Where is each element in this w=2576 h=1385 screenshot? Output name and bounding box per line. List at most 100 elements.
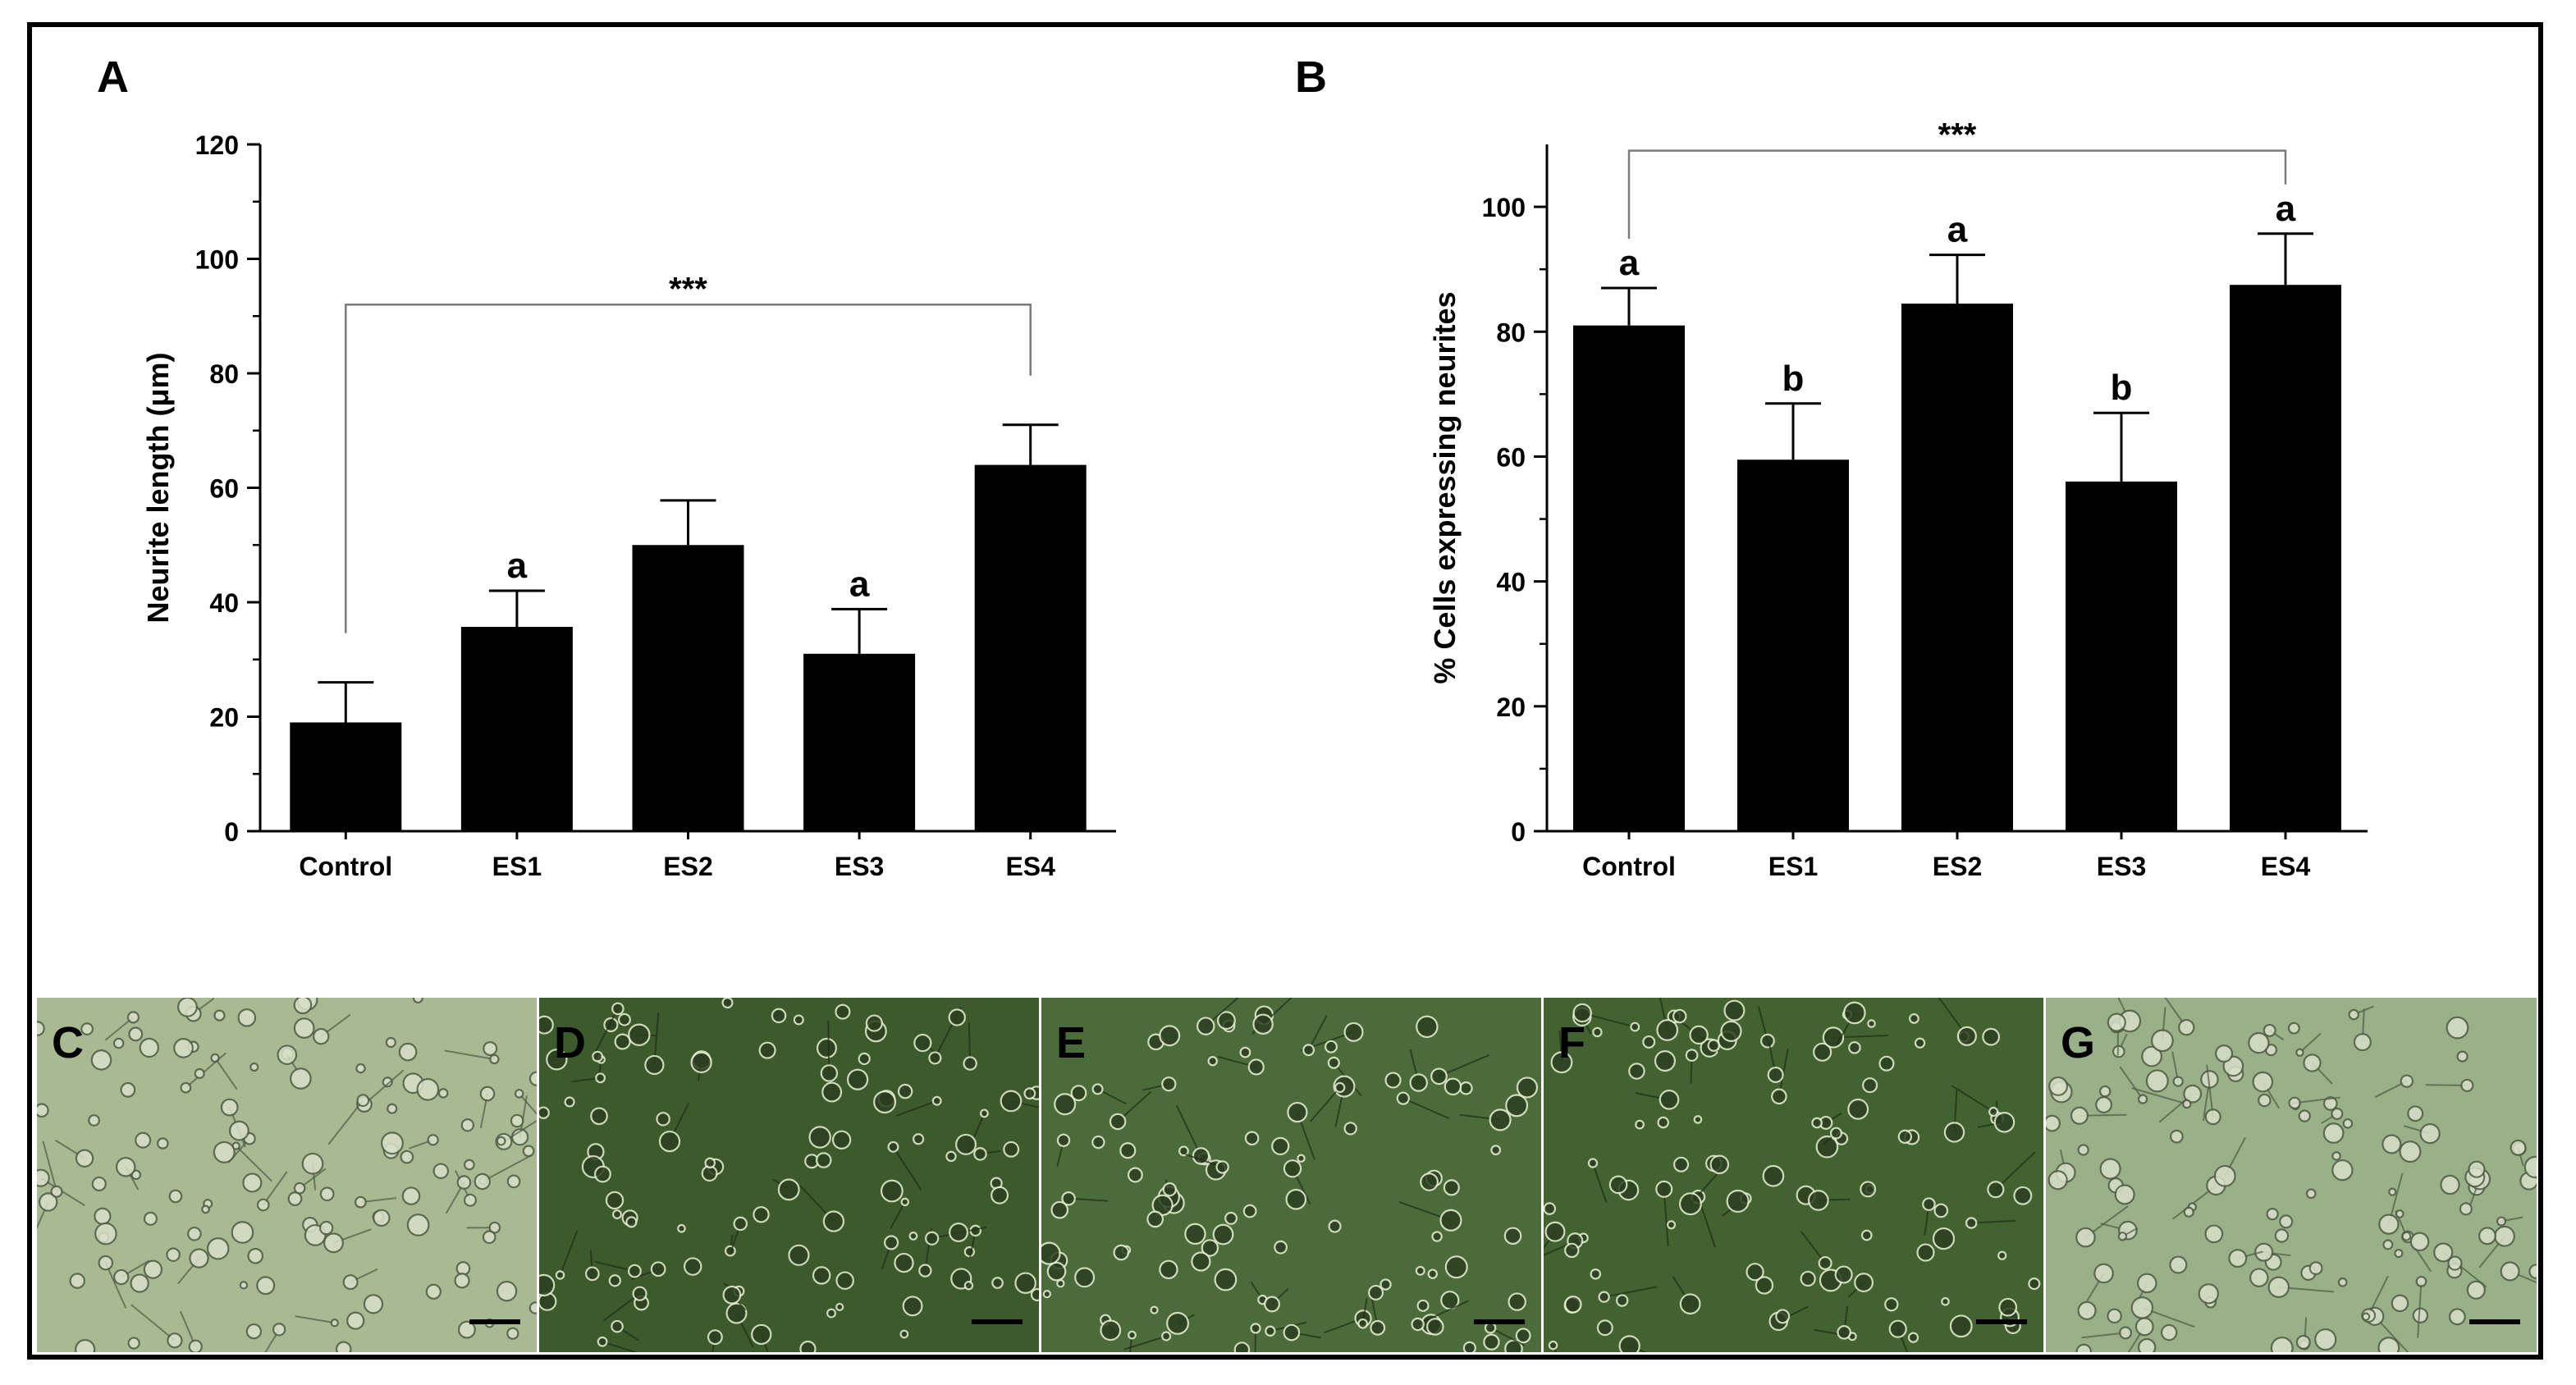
micrograph-cell — [1654, 1050, 1676, 1072]
micrograph-cell — [506, 1174, 521, 1189]
micrograph-g-label: G — [2061, 1018, 2096, 1067]
micrograph-cell — [690, 1051, 712, 1073]
micrograph-cell — [143, 1211, 158, 1226]
micrograph-cell — [1878, 1055, 1895, 1072]
micrograph-cell — [644, 1054, 665, 1076]
micrograph-cell — [1046, 1261, 1067, 1282]
micrograph-cell — [2466, 1280, 2486, 1300]
micrograph-cell — [1191, 1251, 1211, 1272]
micrograph-cell — [1285, 1188, 1307, 1210]
micrograph-cell — [463, 1159, 475, 1171]
chart-b-bar-es3 — [2066, 481, 2177, 831]
micrograph-cell — [884, 1235, 899, 1250]
micrograph-cell — [290, 1067, 312, 1090]
micrograph-neurite — [42, 1140, 58, 1192]
micrograph-cell — [722, 1285, 742, 1305]
micrograph-cell — [425, 1283, 442, 1300]
micrograph-cell — [2460, 1078, 2474, 1093]
micrograph-cell — [75, 1338, 96, 1352]
micrograph-cell — [724, 1245, 736, 1257]
micrograph-cell — [1041, 1241, 1061, 1265]
micrograph-cell — [831, 1130, 852, 1150]
micrograph-cell — [612, 1209, 622, 1219]
micrograph-cell — [1987, 1181, 2005, 1199]
micrograph-cell — [2287, 1022, 2300, 1035]
micrograph-f: F — [1544, 998, 2043, 1352]
micrograph-cell — [1847, 1098, 1869, 1120]
micrograph-cell — [1287, 1101, 1308, 1123]
micrograph-cell — [256, 1198, 270, 1212]
micrograph-cell — [955, 1133, 977, 1155]
micrograph-cell — [1829, 1127, 1842, 1140]
chart-a-y-tick-label: 0 — [224, 817, 239, 847]
micrograph-neurite — [559, 1229, 579, 1276]
micrograph-cell — [1726, 1189, 1750, 1214]
chart-a-y-label: Neurite length (μm) — [141, 352, 175, 623]
micrograph-cell — [2098, 1085, 2112, 1098]
chart-a-bar-control — [290, 722, 402, 831]
micrograph-cell — [90, 1049, 112, 1071]
micrograph-cell — [1590, 1268, 1602, 1280]
micrograph-cell — [821, 1081, 843, 1103]
micrograph-cell — [1327, 1056, 1340, 1069]
micrograph-cell — [1161, 1076, 1177, 1092]
micrograph-cell — [2183, 1084, 2203, 1104]
micrograph-cell — [1834, 1265, 1853, 1284]
micrograph-cell — [733, 1216, 748, 1232]
micrograph-cell — [1672, 1008, 1687, 1024]
micrograph-cell — [1693, 1115, 1703, 1124]
micrograph-cell — [128, 1026, 144, 1042]
micrograph-cell — [363, 1294, 384, 1314]
micrograph-cell — [206, 1237, 230, 1260]
micrograph-cell — [456, 1175, 472, 1190]
micrograph-cell — [1860, 1181, 1877, 1198]
micrograph-cell — [880, 1179, 904, 1203]
micrograph-cell — [899, 1329, 909, 1339]
micrograph-cell — [1396, 1091, 1410, 1105]
micrograph-cell — [1091, 1135, 1105, 1150]
micrograph-cell — [816, 1037, 837, 1058]
micrograph-cell — [330, 1319, 339, 1328]
chart-b-y-tick-label: 60 — [1496, 442, 1526, 472]
micrograph-cell — [2204, 1108, 2221, 1126]
micrograph-cell — [546, 1049, 568, 1071]
micrograph-cell — [2528, 1264, 2537, 1279]
micrograph-cell — [539, 1273, 556, 1297]
micrograph-cell — [139, 1037, 159, 1058]
micrograph-cell — [1592, 1026, 1603, 1038]
micrograph-cell — [2295, 1048, 2304, 1057]
micrograph-cell — [2145, 1069, 2169, 1093]
micrograph-cell — [1343, 1122, 1357, 1136]
micrograph-cell — [1127, 1167, 1143, 1183]
micrograph-cell — [1023, 1087, 1036, 1100]
micrograph-cell — [822, 1210, 845, 1232]
micrograph-background — [2046, 998, 2537, 1352]
micrograph-neurite — [892, 1146, 922, 1191]
micrograph-cell — [948, 1008, 966, 1026]
micrograph-cell — [949, 1222, 969, 1242]
micrograph-cell — [2136, 1273, 2157, 1294]
micrograph-cell — [201, 1204, 210, 1214]
chart-a-sig-letter-es3: a — [849, 564, 870, 604]
micrograph-cell — [522, 1145, 535, 1158]
chart-a-x-tick-label-es4: ES4 — [1005, 852, 1055, 881]
micrograph-cell — [846, 1068, 869, 1090]
micrograph-cell — [2070, 1106, 2089, 1125]
micrograph-cell — [373, 1209, 391, 1227]
micrograph-cell — [887, 1140, 899, 1153]
micrograph-cell — [595, 1072, 606, 1084]
micrograph-neurite — [1439, 1054, 1490, 1077]
micrograph-c: C — [37, 998, 537, 1352]
micrograph-cell — [1250, 1323, 1261, 1334]
micrograph-neurite — [602, 1341, 638, 1352]
chart-b-bar-control — [1573, 325, 1685, 831]
micrograph-neurite — [2425, 1084, 2468, 1086]
chart-a-x-tick-label-es2: ES2 — [663, 852, 712, 881]
micrograph-cell — [928, 1051, 942, 1065]
micrograph-cell — [130, 1273, 149, 1293]
micrograph-cell — [460, 1118, 475, 1132]
micrograph-cell — [628, 1023, 651, 1046]
micrograph-cell — [1444, 1077, 1462, 1096]
micrograph-cell — [1201, 1239, 1219, 1257]
